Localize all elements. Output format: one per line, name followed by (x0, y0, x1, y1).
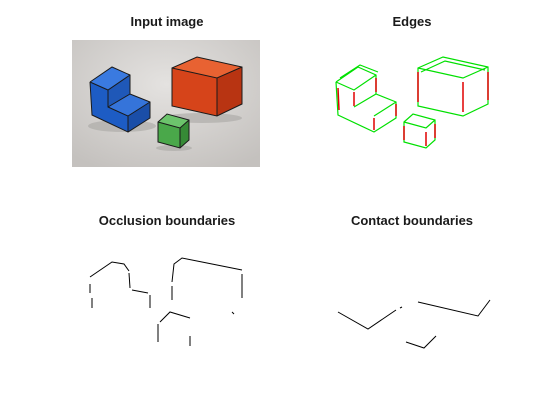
input-image-panel (72, 40, 260, 167)
edges-title: Edges (392, 14, 432, 29)
blue-block (88, 66, 156, 133)
occlusion-boundaries-panel (72, 240, 260, 367)
contact-edges (337, 299, 491, 349)
orange-block (162, 56, 243, 123)
occlusion-edges (89, 257, 243, 346)
red-edges (337, 72, 489, 146)
contact-boundaries-image (337, 299, 491, 349)
green-block (156, 113, 192, 151)
contact-boundaries-title: Contact boundaries (350, 213, 474, 228)
occlusion-boundaries-image (89, 257, 243, 346)
input-image-title: Input image (130, 14, 204, 29)
input-image (72, 40, 260, 167)
occlusion-boundaries-title: Occlusion boundaries (98, 213, 236, 228)
edges-panel (318, 40, 506, 167)
green-edges (335, 56, 489, 149)
edges-image (335, 56, 489, 149)
contact-boundaries-panel (318, 240, 506, 367)
